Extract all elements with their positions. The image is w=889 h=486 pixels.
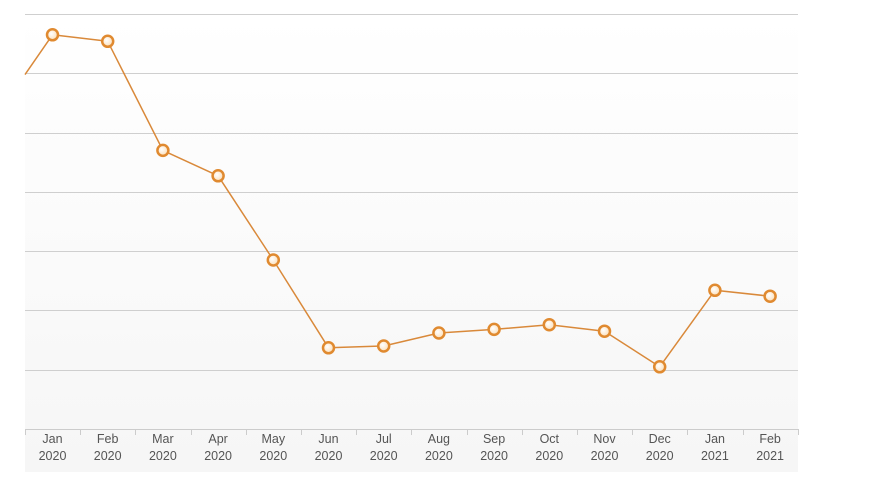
data-points-layer <box>45 28 777 374</box>
x-tick-label-year: 2020 <box>259 449 287 463</box>
x-tick-label-month: Aug <box>428 432 450 446</box>
x-axis <box>25 429 799 435</box>
x-tick-label: Sep 2020 <box>480 432 508 463</box>
data-point <box>652 360 667 374</box>
x-tick-label-month: Jan <box>705 432 725 446</box>
x-tick-label-month: Jun <box>318 432 338 446</box>
data-point <box>321 341 336 355</box>
x-tick-label-month: Nov <box>593 432 616 446</box>
data-point <box>763 289 777 303</box>
x-tick-label: Feb 2021 <box>756 432 784 463</box>
x-tick-label-month: Feb <box>97 432 119 446</box>
x-tick-label: Jul 2020 <box>370 432 398 463</box>
x-tick-label-year: 2020 <box>315 449 343 463</box>
data-point <box>211 169 225 183</box>
x-tick-label: May 2020 <box>259 432 287 463</box>
x-tick-label: Dec 2020 <box>646 432 674 463</box>
data-point <box>156 143 170 158</box>
x-tick-label-year: 2020 <box>646 449 674 463</box>
data-point <box>266 253 281 267</box>
x-tick-label-year: 2020 <box>39 449 67 463</box>
x-tick-label-month: Apr <box>208 432 227 446</box>
x-tick-label-month: Feb <box>759 432 781 446</box>
data-point <box>487 322 501 337</box>
x-tick-label-year: 2021 <box>701 449 729 463</box>
x-tick-label-year: 2020 <box>591 449 619 463</box>
data-point <box>597 324 612 338</box>
x-tick-label: Oct 2020 <box>535 432 563 463</box>
x-tick-label: Jan 2021 <box>701 432 729 463</box>
x-tick-label-month: Oct <box>540 432 560 446</box>
x-tick-label-year: 2020 <box>535 449 563 463</box>
x-tick-label: Nov 2020 <box>591 432 619 463</box>
x-tick-labels: Jan 2020 Feb 2020 Mar 2020 Apr 2020 May 2020 Jun 20… <box>39 432 784 463</box>
x-tick-label-year: 2020 <box>94 449 122 463</box>
x-tick-label-year: 2020 <box>425 449 453 463</box>
data-point <box>708 283 722 298</box>
x-tick-label-year: 2021 <box>756 449 784 463</box>
x-tick-label-month: Jul <box>376 432 392 446</box>
data-point <box>376 339 391 353</box>
x-tick-label-year: 2020 <box>480 449 508 463</box>
x-tick-label-year: 2020 <box>370 449 398 463</box>
data-point <box>100 34 115 49</box>
x-tick-label-month: Mar <box>152 432 174 446</box>
data-point <box>45 28 60 42</box>
x-tick-label-month: Sep <box>483 432 505 446</box>
data-point <box>542 317 557 332</box>
x-tick-label: Feb 2020 <box>94 432 122 463</box>
x-tick-label: Jan 2020 <box>39 432 67 463</box>
plot-background <box>25 14 798 472</box>
x-tick-label: Aug 2020 <box>425 432 453 463</box>
x-tick-label-month: Jan <box>42 432 62 446</box>
x-tick-label-year: 2020 <box>149 449 177 463</box>
x-tick-label-month: Dec <box>649 432 671 446</box>
x-tick-label-year: 2020 <box>204 449 232 463</box>
x-tick-label-month: May <box>261 432 285 446</box>
x-tick-label: Mar 2020 <box>149 432 177 463</box>
x-tick-label: Jun 2020 <box>315 432 343 463</box>
data-point <box>432 326 446 340</box>
x-tick-label: Apr 2020 <box>204 432 232 463</box>
